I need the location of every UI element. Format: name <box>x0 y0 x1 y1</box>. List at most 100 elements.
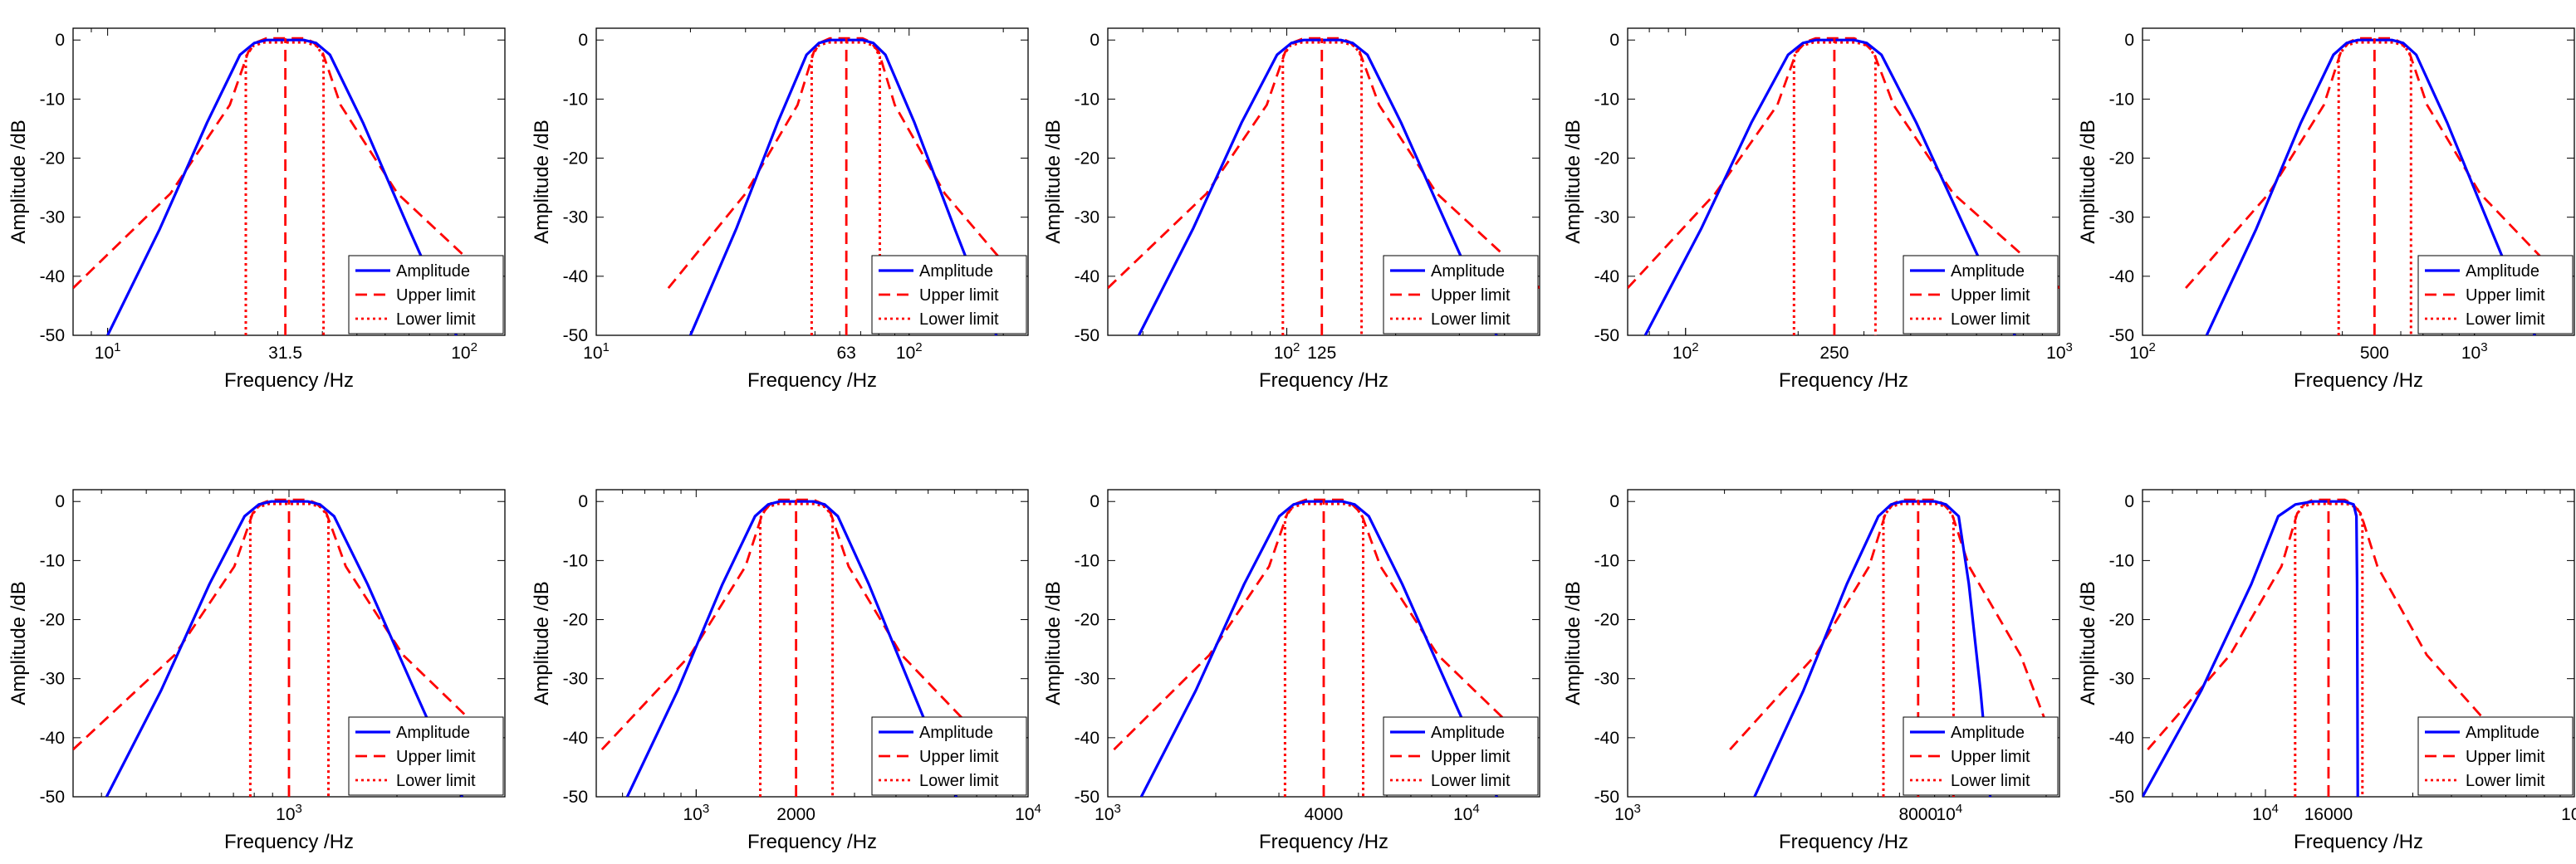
y-tick-label: -10 <box>1075 90 1099 109</box>
y-tick-label: -50 <box>1075 326 1099 345</box>
y-tick-label: -40 <box>1075 729 1099 748</box>
y-tick-label: -30 <box>2109 208 2134 227</box>
y-axis-label: Amplitude /dB <box>531 581 553 705</box>
y-tick-label: -10 <box>2109 551 2134 570</box>
legend-label: Lower limit <box>919 772 999 790</box>
x-tick-label: 250 <box>1819 344 1849 363</box>
y-tick-label: -10 <box>1594 90 1619 109</box>
y-tick-label: -40 <box>40 267 65 286</box>
legend-label: Upper limit <box>396 286 476 305</box>
y-tick-label: -30 <box>2109 670 2134 689</box>
x-tick-label: 102 <box>451 340 477 363</box>
series-lower-limit <box>1281 41 1364 335</box>
subplot-7: 103 2000 104 0 -10 -20 -30 -40 -50 Frequency /Hz A… <box>531 489 1041 853</box>
legend-label: Upper limit <box>1431 748 1511 766</box>
legend: Amplitude Upper limit Lower limit <box>871 255 1027 334</box>
y-tick-label: 0 <box>578 492 588 511</box>
legend-label: Amplitude <box>1951 262 2025 281</box>
y-tick-label: -10 <box>563 551 588 570</box>
y-tick-label: -10 <box>40 90 65 109</box>
y-tick-label: 0 <box>55 492 65 511</box>
legend: Amplitude Upper limit Lower limit <box>348 716 504 796</box>
y-tick-label: -40 <box>40 729 65 748</box>
legend-label: Amplitude <box>396 724 470 742</box>
y-axis-label: Amplitude /dB <box>1042 581 1065 705</box>
y-tick-label: -50 <box>2109 788 2134 807</box>
legend-label: Lower limit <box>2466 772 2545 790</box>
series-lower-limit <box>244 41 326 335</box>
y-tick-label: 0 <box>55 31 65 50</box>
y-tick-label: 0 <box>2124 492 2134 511</box>
series-lower-limit <box>2294 502 2364 797</box>
y-axis-label: Amplitude /dB <box>2077 581 2099 705</box>
y-tick-label: -30 <box>1594 208 1619 227</box>
x-axis-label: Frequency /Hz <box>224 369 354 392</box>
legend-label: Amplitude <box>919 724 993 742</box>
x-axis-label: Frequency /Hz <box>1259 831 1388 853</box>
y-tick-label: -40 <box>2109 267 2134 286</box>
y-tick-label: -40 <box>1594 267 1619 286</box>
subplot-6: 103 0 -10 -20 -30 -40 -50 Frequency /Hz Amplitud… <box>7 489 506 853</box>
y-tick-label: -20 <box>2109 149 2134 168</box>
legend-label: Upper limit <box>2466 748 2545 766</box>
y-tick-label: -20 <box>40 611 65 630</box>
legend-label: Lower limit <box>396 310 476 329</box>
legend-label: Upper limit <box>2466 286 2545 305</box>
series-upper-limit <box>1108 37 1540 290</box>
x-tick-label: 105 <box>2561 802 2576 824</box>
x-tick-label: 103 <box>683 802 709 824</box>
legend-label: Upper limit <box>1951 286 2030 305</box>
y-tick-label: -50 <box>1594 788 1619 807</box>
y-tick-label: -30 <box>40 670 65 689</box>
legend-label: Lower limit <box>1951 772 2030 790</box>
x-tick-label: 103 <box>1614 802 1641 824</box>
legend-label: Lower limit <box>1431 310 1511 329</box>
legend-label: Upper limit <box>396 748 476 766</box>
legend: Amplitude Upper limit Lower limit <box>1903 255 2059 334</box>
y-tick-label: 0 <box>578 31 588 50</box>
x-tick-label: 500 <box>2360 344 2389 363</box>
y-tick-label: -20 <box>1594 149 1619 168</box>
x-axis-label: Frequency /Hz <box>1259 369 1388 392</box>
x-tick-label: 103 <box>2461 340 2488 363</box>
series-lower-limit <box>1283 502 1364 797</box>
y-tick-label: -40 <box>2109 729 2134 748</box>
y-tick-label: 0 <box>1609 31 1619 50</box>
y-tick-label: -30 <box>40 208 65 227</box>
y-tick-label: -20 <box>1594 611 1619 630</box>
x-tick-label: 103 <box>276 802 302 824</box>
x-tick-label: 102 <box>1672 340 1699 363</box>
y-tick-label: -40 <box>563 267 588 286</box>
subplot-4: 102 250 103 0 -10 -20 -30 -40 -50 Frequency /Hz Am… <box>1562 27 2073 392</box>
x-tick-label: 16000 <box>2304 805 2353 824</box>
y-axis-label: Amplitude /dB <box>1562 581 1584 705</box>
x-tick-label: 8000 <box>1898 805 1937 824</box>
legend: Amplitude Upper limit Lower limit <box>1383 716 1539 796</box>
subplot-10: 104 16000 105 0 -10 -20 -30 -40 -50 Frequency /Hz… <box>2077 489 2576 853</box>
y-tick-label: -30 <box>1075 208 1099 227</box>
legend: Amplitude Upper limit Lower limit <box>348 255 504 334</box>
y-axis-label: Amplitude /dB <box>7 120 30 243</box>
y-tick-label: -20 <box>1075 149 1099 168</box>
x-tick-label: 103 <box>1095 802 1121 824</box>
x-axis-label: Frequency /Hz <box>1779 369 1908 392</box>
subplot-3: 102 125 0 -10 -20 -30 -40 -50 Frequency /Hz Ampli… <box>1042 27 1540 392</box>
x-tick-label: 125 <box>1307 344 1336 363</box>
x-tick-label: 101 <box>583 340 610 363</box>
y-tick-label: 0 <box>1090 31 1099 50</box>
subplot-2: 101 63 102 0 -10 -20 -30 -40 -50 Frequency /Hz Amp… <box>531 27 1029 392</box>
legend-label: Upper limit <box>1951 748 2030 766</box>
legend: Amplitude Upper limit Lower limit <box>1903 716 2059 796</box>
y-tick-label: -10 <box>1594 551 1619 570</box>
y-tick-label: -20 <box>40 149 65 168</box>
x-axis-label: Frequency /Hz <box>747 369 877 392</box>
legend-label: Amplitude <box>1431 724 1505 742</box>
x-axis-label: Frequency /Hz <box>2294 831 2423 853</box>
y-tick-label: -30 <box>563 670 588 689</box>
legend-label: Amplitude <box>2466 724 2539 742</box>
y-tick-label: -40 <box>563 729 588 748</box>
legend-label: Lower limit <box>396 772 476 790</box>
x-axis-label: Frequency /Hz <box>1779 831 1908 853</box>
x-axis-label: Frequency /Hz <box>224 831 354 853</box>
